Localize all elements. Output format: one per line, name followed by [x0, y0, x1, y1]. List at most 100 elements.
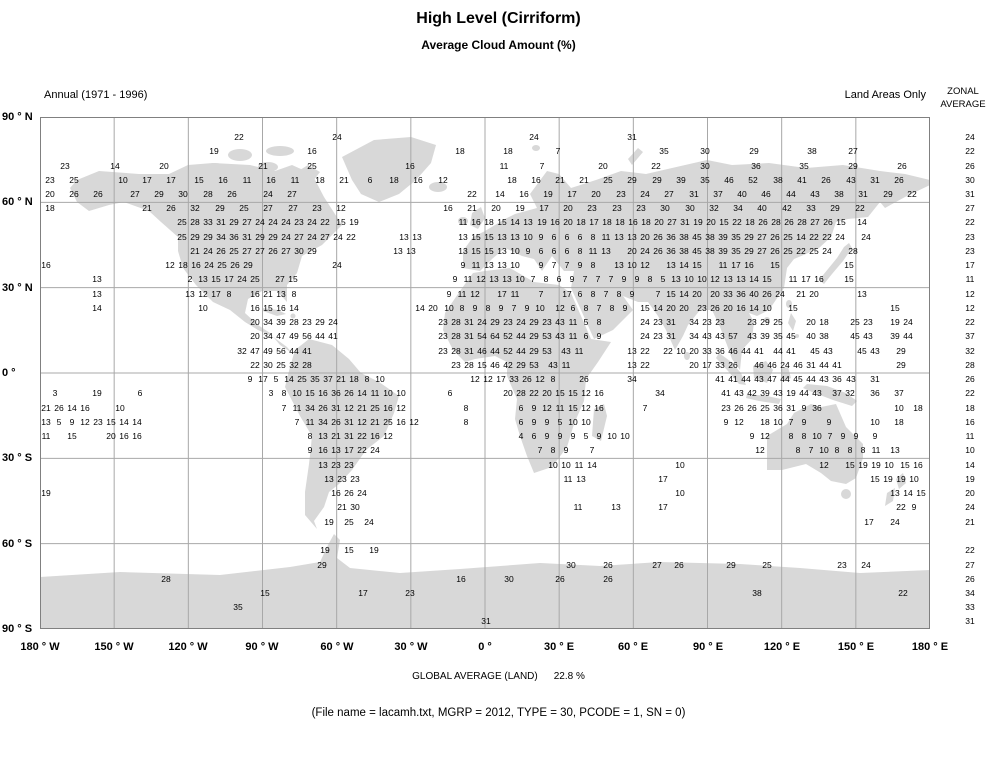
cloud-value: 8: [596, 316, 602, 327]
cloud-value: 31: [216, 216, 226, 227]
cloud-value: 21: [579, 174, 589, 185]
cloud-value: 26: [897, 160, 907, 171]
cloud-value: 23: [702, 316, 712, 327]
cloud-value: 16: [744, 259, 754, 270]
cloud-value: 26: [758, 216, 768, 227]
cloud-value: 20: [250, 330, 260, 341]
cloud-value: 27: [320, 231, 330, 242]
latitude-tick-label: 60 ° S: [2, 538, 33, 550]
cloud-value: 14: [749, 302, 759, 313]
cloud-value: 18: [349, 373, 359, 384]
cloud-value: 16: [370, 430, 380, 441]
cloud-value: 23: [837, 559, 847, 570]
cloud-value: 43: [715, 330, 725, 341]
cloud-value: 16: [913, 459, 923, 470]
cloud-value: 15: [788, 302, 798, 313]
cloud-value: 43: [555, 330, 565, 341]
cloud-value: 26: [93, 188, 103, 199]
cloud-value: 13: [614, 231, 624, 242]
cloud-value: 35: [773, 330, 783, 341]
cloud-value: 13: [185, 288, 195, 299]
cloud-value: 20: [689, 359, 699, 370]
cloud-value: 29: [760, 316, 770, 327]
cloud-value: 45: [786, 330, 796, 341]
cloud-value: 9: [557, 430, 563, 441]
cloud-value: 8: [860, 444, 866, 455]
cloud-value: 53: [542, 330, 552, 341]
cloud-value: 26: [734, 402, 744, 413]
cloud-value: 24: [204, 259, 214, 270]
cloud-value: 11: [588, 245, 598, 256]
cloud-value: 9: [629, 288, 635, 299]
cloud-value: 35: [659, 145, 669, 156]
cloud-value: 7: [538, 288, 544, 299]
zonal-average-value: 24: [965, 501, 975, 512]
cloud-value: 19: [515, 202, 525, 213]
cloud-value: 10: [444, 302, 454, 313]
cloud-value: 13: [331, 444, 341, 455]
cloud-value: 6: [564, 231, 570, 242]
cloud-value: 38: [819, 330, 829, 341]
cloud-value: 2: [187, 273, 193, 284]
cloud-value: 25: [783, 245, 793, 256]
cloud-value: 19: [871, 459, 881, 470]
cloud-value: 26: [747, 402, 757, 413]
cloud-value: 22: [640, 345, 650, 356]
cloud-value: 13: [576, 473, 586, 484]
cloud-value: 12: [542, 402, 552, 413]
cloud-value: 10: [620, 430, 630, 441]
cloud-value: 11: [305, 416, 315, 427]
cloud-value: 9: [544, 416, 550, 427]
cloud-value: 11: [574, 345, 584, 356]
cloud-value: 7: [608, 273, 614, 284]
cloud-value: 15: [260, 587, 270, 598]
cloud-value: 27: [288, 202, 298, 213]
cloud-value: 15: [890, 302, 900, 313]
global-average-value: 22.8 %: [553, 671, 585, 682]
cloud-value: 12: [336, 202, 346, 213]
cloud-value: 23: [747, 316, 757, 327]
cloud-value: 46: [728, 345, 738, 356]
cloud-value: 7: [555, 145, 561, 156]
cloud-value: 20: [428, 302, 438, 313]
page-subtitle: Average Cloud Amount (%): [421, 38, 576, 52]
cloud-value: 29: [190, 231, 200, 242]
cloud-value: 44: [315, 330, 325, 341]
cloud-value: 23: [302, 316, 312, 327]
cloud-value: 11: [568, 316, 578, 327]
cloud-value: 10: [697, 273, 707, 284]
cloud-value: 14: [679, 288, 689, 299]
cloud-value: 46: [761, 188, 771, 199]
cloud-value: 24: [328, 316, 338, 327]
cloud-value: 29: [529, 345, 539, 356]
cloud-value: 18: [455, 145, 465, 156]
zonal-average-value: 11: [965, 430, 975, 441]
cloud-value: 10: [383, 387, 393, 398]
cloud-value: 15: [336, 216, 346, 227]
cloud-value: 6: [447, 387, 453, 398]
cloud-value: 6: [531, 430, 537, 441]
cloud-value: 21: [339, 174, 349, 185]
cloud-value: 11: [471, 259, 481, 270]
cloud-value: 13: [510, 231, 520, 242]
cloud-value: 9: [460, 259, 466, 270]
cloud-value: 21: [263, 288, 273, 299]
cloud-value: 10: [375, 373, 385, 384]
cloud-value: 25: [762, 559, 772, 570]
cloud-value: 9: [544, 430, 550, 441]
cloud-value: 29: [154, 188, 164, 199]
cloud-value: 23: [721, 402, 731, 413]
zonal-average-value: 30: [965, 174, 975, 185]
cloud-value: 9: [563, 444, 569, 455]
cloud-value: 20: [45, 188, 55, 199]
cloud-value: 17: [567, 188, 577, 199]
cloud-value: 40: [806, 330, 816, 341]
cloud-value: 4: [518, 430, 524, 441]
cloud-value: 18: [315, 174, 325, 185]
cloud-value: 29: [896, 359, 906, 370]
cloud-value: 43: [773, 387, 783, 398]
cloud-value: 43: [810, 188, 820, 199]
cloud-value: 27: [281, 245, 291, 256]
cloud-value: 9: [307, 444, 313, 455]
cloud-value: 10: [773, 416, 783, 427]
